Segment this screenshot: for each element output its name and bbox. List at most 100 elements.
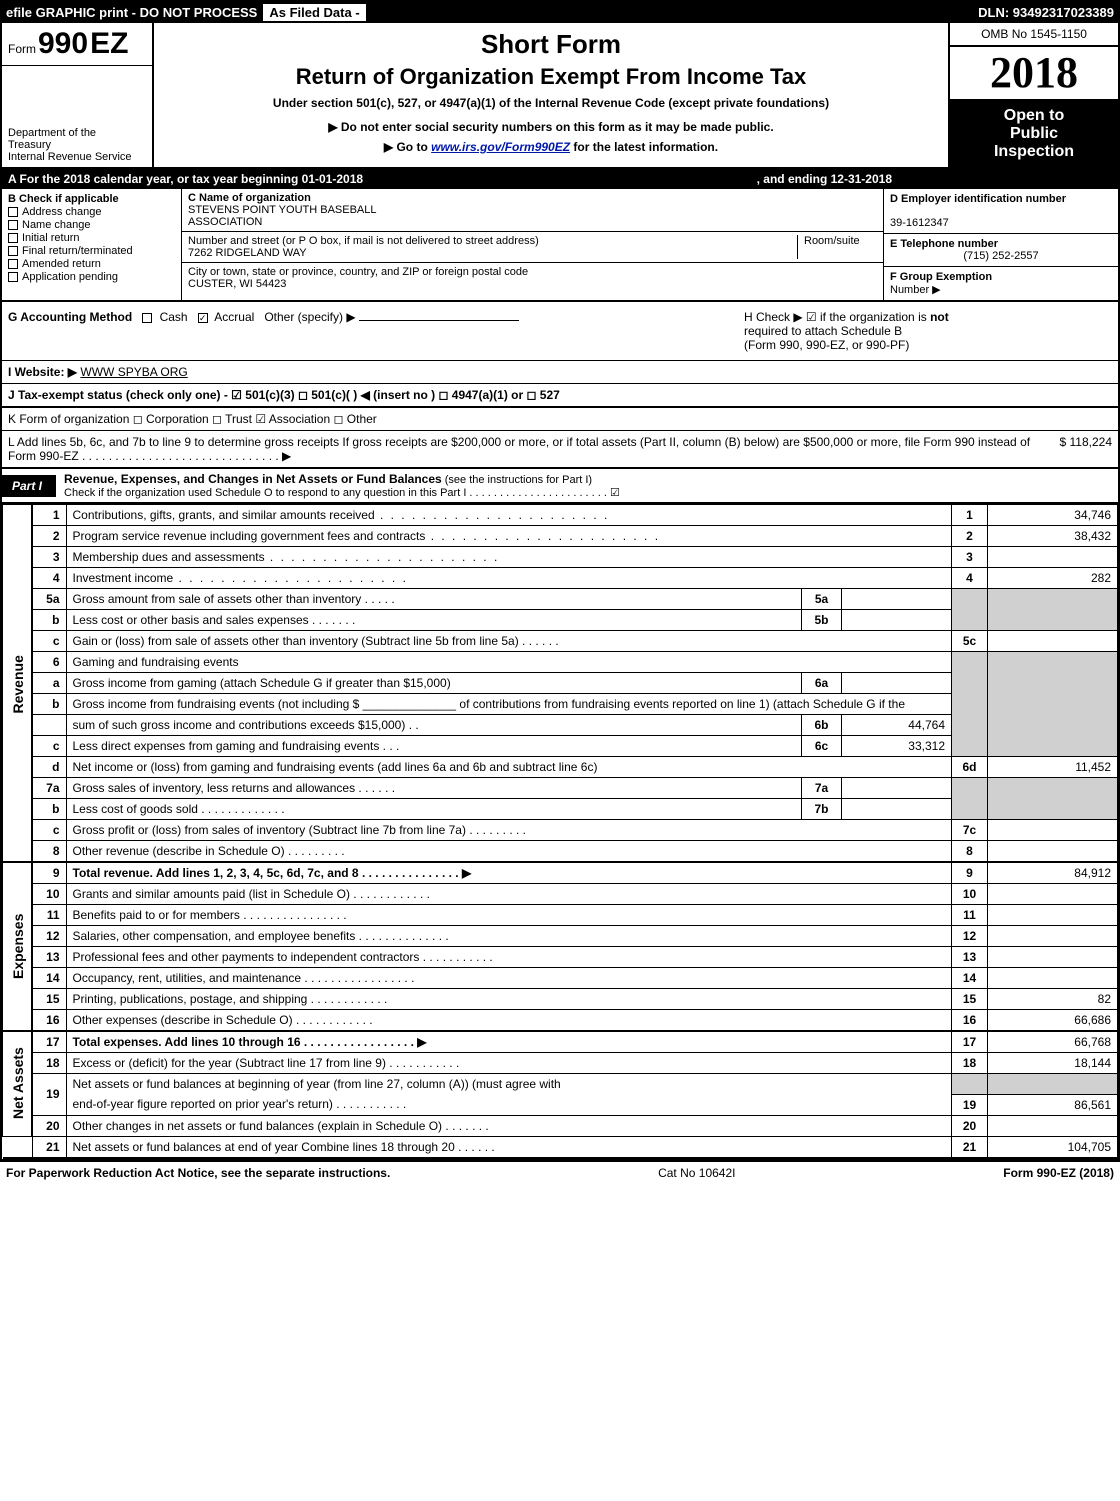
line-13-rn: 13: [952, 947, 988, 968]
line-7b-in: 7b: [802, 799, 842, 820]
line-7a-num: 7a: [32, 778, 66, 799]
subtitle-1: Under section 501(c), 527, or 4947(a)(1)…: [164, 96, 938, 110]
form-number: 990: [38, 27, 88, 61]
org-name-1: STEVENS POINT YOUTH BASEBALL: [188, 204, 377, 216]
form-number-cell: Form 990 EZ: [2, 23, 152, 66]
check-application-pending[interactable]: [8, 272, 18, 282]
line-3-num: 3: [32, 547, 66, 568]
form-header: Form 990 EZ Department of the Treasury I…: [2, 23, 1118, 169]
line-6d-num: d: [32, 757, 66, 778]
line-5c-desc: Gain or (loss) from sale of assets other…: [66, 631, 952, 652]
line-7a-iv: [842, 778, 952, 799]
header-right: OMB No 1545-1150 2018 Open to Public Ins…: [948, 23, 1118, 167]
line-6c-iv: 33,312: [842, 736, 952, 757]
line-19-shade-rv: [988, 1074, 1118, 1095]
line-15-num: 15: [32, 989, 66, 1010]
line-6c-desc: Less direct expenses from gaming and fun…: [66, 736, 802, 757]
line-6a-iv: [842, 673, 952, 694]
row-i-website: I Website: ▶ WWW SPYBA ORG: [2, 361, 1118, 384]
g-label: G Accounting Method: [8, 310, 132, 324]
line-20-num: 20: [32, 1115, 66, 1136]
tax-year: 2018: [950, 47, 1118, 101]
short-form-label: Short Form: [164, 29, 938, 60]
line-11-val: [988, 905, 1118, 926]
check-address-change-label: Address change: [22, 206, 102, 218]
line-16-desc: Other expenses (describe in Schedule O) …: [66, 1010, 952, 1032]
section-bcd: B Check if applicable Address change Nam…: [2, 189, 1118, 302]
line-20-desc: Other changes in net assets or fund bala…: [66, 1115, 952, 1136]
check-initial-return[interactable]: [8, 233, 18, 243]
open-line-1: Open to: [954, 107, 1114, 125]
check-cash[interactable]: [142, 313, 152, 323]
line-14-rn: 14: [952, 968, 988, 989]
line-5a-num: 5a: [32, 589, 66, 610]
row-gh: G Accounting Method Cash Accrual Other (…: [2, 302, 1118, 361]
other-specify-input[interactable]: [359, 320, 519, 321]
line-13-num: 13: [32, 947, 66, 968]
omb-number: OMB No 1545-1150: [950, 23, 1118, 47]
c-city-label: City or town, state or province, country…: [188, 266, 528, 278]
row-k-form-of-org: K Form of organization ◻ Corporation ◻ T…: [2, 408, 1118, 431]
c-addr-label: Number and street (or P O box, if mail i…: [188, 235, 539, 247]
check-name-change-label: Name change: [22, 219, 91, 231]
line-12-val: [988, 926, 1118, 947]
line-16-num: 16: [32, 1010, 66, 1032]
line-13-desc: Professional fees and other payments to …: [66, 947, 952, 968]
line-3-desc: Membership dues and assessments: [66, 547, 952, 568]
irs-link[interactable]: www.irs.gov/Form990EZ: [431, 140, 570, 154]
line-18-num: 18: [32, 1053, 66, 1074]
line-7c-rn: 7c: [952, 820, 988, 841]
check-accrual[interactable]: [198, 313, 208, 323]
line-6c-num: c: [32, 736, 66, 757]
line-6c-in: 6c: [802, 736, 842, 757]
check-name-change[interactable]: [8, 220, 18, 230]
h-schedule-b: H Check ▶ ☑ if the organization is not r…: [738, 302, 1118, 360]
f-group-label: F Group Exemption: [890, 271, 992, 283]
line-6b-in: 6b: [802, 715, 842, 736]
check-address-change[interactable]: [8, 207, 18, 217]
form-title: Return of Organization Exempt From Incom…: [164, 64, 938, 90]
column-b-checks: B Check if applicable Address change Nam…: [2, 189, 182, 300]
i-label: I Website: ▶: [8, 365, 77, 379]
part-1-schedule-o: Check if the organization used Schedule …: [64, 486, 1110, 499]
l-amount: $ 118,224: [1060, 435, 1113, 449]
line-10-num: 10: [32, 884, 66, 905]
line-7c-num: c: [32, 820, 66, 841]
j-text: J Tax-exempt status (check only one) - ☑…: [8, 388, 560, 402]
line-6-desc: Gaming and fundraising events: [66, 652, 952, 673]
line-17-desc: Total expenses. Add lines 10 through 16 …: [66, 1031, 952, 1053]
line-5c-val: [988, 631, 1118, 652]
open-line-3: Inspection: [954, 143, 1114, 161]
department-cell: Department of the Treasury Internal Reve…: [2, 66, 152, 167]
line-12-num: 12: [32, 926, 66, 947]
line-7a-desc: Gross sales of inventory, less returns a…: [66, 778, 802, 799]
line-21-rn: 21: [952, 1136, 988, 1158]
line-19-val: 86,561: [988, 1094, 1118, 1115]
part-1-tag: Part I: [2, 475, 56, 497]
check-amended-return[interactable]: [8, 259, 18, 269]
line-3-val: [988, 547, 1118, 568]
row-j-tax-exempt: J Tax-exempt status (check only one) - ☑…: [2, 384, 1118, 408]
subtitle-2: ▶ Do not enter social security numbers o…: [164, 120, 938, 134]
d-ein-label: D Employer identification number: [890, 193, 1066, 205]
line-19-num: 19: [32, 1074, 66, 1116]
line-6b-desc: Gross income from fundraising events (no…: [66, 694, 952, 715]
check-amended-return-label: Amended return: [22, 258, 101, 270]
line-21-num: 21: [32, 1136, 66, 1158]
line-16-val: 66,686: [988, 1010, 1118, 1032]
e-phone-label: E Telephone number: [890, 238, 998, 250]
line-7b-num: b: [32, 799, 66, 820]
line-6b-num: b: [32, 694, 66, 715]
line-5c-rn: 5c: [952, 631, 988, 652]
line-4-val: 282: [988, 568, 1118, 589]
header-left: Form 990 EZ Department of the Treasury I…: [2, 23, 154, 167]
footer-left: For Paperwork Reduction Act Notice, see …: [6, 1166, 390, 1180]
check-final-return[interactable]: [8, 246, 18, 256]
topbar-left: efile GRAPHIC print - DO NOT PROCESS: [6, 5, 257, 20]
part-1-paren: (see the instructions for Part I): [442, 474, 592, 486]
sidelabel-netassets: Net Assets: [3, 1031, 33, 1136]
check-initial-return-label: Initial return: [22, 232, 79, 244]
f-group-number-label: Number ▶: [890, 284, 941, 296]
line-11-rn: 11: [952, 905, 988, 926]
line-15-val: 82: [988, 989, 1118, 1010]
